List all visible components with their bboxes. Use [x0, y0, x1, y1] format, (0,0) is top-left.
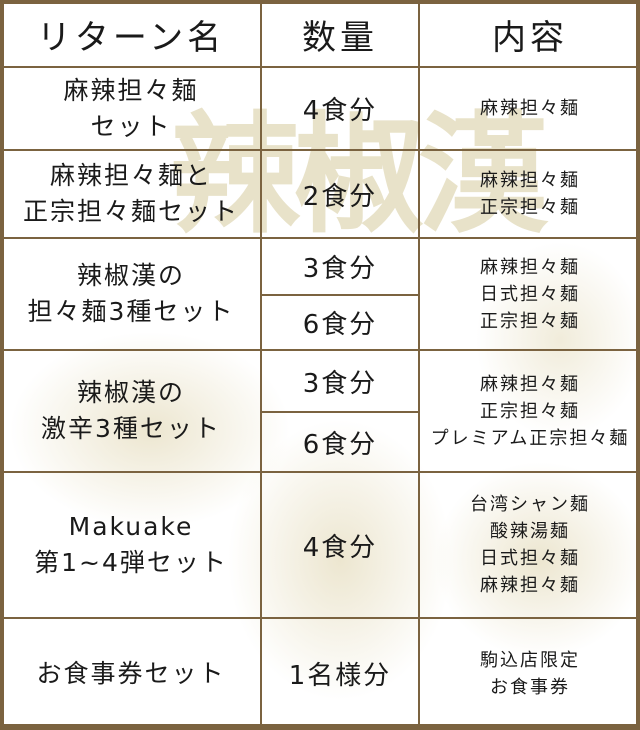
quantity-cell: 2食分 — [260, 149, 420, 239]
quantity-cell-line: 3食分 — [302, 368, 378, 399]
contents-cell-line: 駒込店限定 — [480, 649, 580, 671]
return-name-cell: お食事券セット — [0, 617, 262, 730]
return-name-cell: 麻辣担々麺と 正宗担々麺セット — [0, 149, 262, 239]
return-name-cell: 辣椒漢の激辛3種セット — [0, 349, 262, 473]
return-name-cell-line: 麻辣担々麺 — [63, 75, 199, 105]
return-name-cell-line: 担々麺3種セット — [27, 297, 235, 326]
quantity-cell-line: 6食分 — [302, 429, 378, 460]
header-cell: 数量 — [260, 0, 420, 68]
contents-cell-line: 台湾シャン麺 — [470, 494, 590, 515]
contents-cell-line: 正宗担々麺 — [480, 310, 580, 332]
quantity-cell: 3食分 — [260, 349, 420, 413]
contents-cell-line: 日式担々麺 — [480, 283, 580, 305]
return-name-cell-line: 正宗担々麺セット — [22, 197, 239, 226]
header-cell: リターン名 — [0, 0, 262, 68]
watermark-logo: 辣椒漢 — [170, 98, 548, 251]
quantity-cell: 3食分 — [260, 237, 420, 296]
quantity-cell: 4食分 — [260, 471, 420, 619]
quantity-cell-line: 2食分 — [302, 181, 378, 212]
quantity-cell-line: 1名様分 — [288, 661, 392, 691]
quantity-cell: 4食分 — [260, 66, 420, 151]
quantity-cell: 1名様分 — [260, 617, 420, 730]
contents-cell-line: 麻辣担々麺 — [480, 98, 580, 119]
contents-cell-line: 正宗担々麺 — [480, 400, 580, 422]
header-cell: 内容 — [418, 0, 640, 68]
contents-cell-line: 麻辣担々麺 — [480, 373, 580, 395]
contents-cell-line: 正宗担々麺 — [480, 197, 580, 218]
contents-cell: 麻辣担々麺日式担々麺正宗担々麺 — [418, 237, 640, 351]
return-name-cell-line: 辣椒漢の — [76, 261, 185, 290]
return-name-cell-line: 第1~4弾セット — [34, 548, 228, 577]
return-name-cell-line: 麻辣担々麺と — [49, 161, 212, 190]
quantity-cell-line: 4食分 — [302, 96, 378, 126]
contents-cell-line: 麻辣担々麺 — [480, 256, 580, 278]
contents-cell: 台湾シャン麺 酸辣湯麺日式担々麺麻辣担々麺 — [418, 471, 640, 619]
return-name-cell: Makuake 第1~4弾セット — [0, 471, 262, 619]
contents-cell-line: 酸辣湯麺 — [490, 521, 570, 542]
return-name-cell-line: 激辛3種セット — [41, 414, 221, 443]
contents-cell-line: 麻辣担々麺 — [480, 170, 580, 191]
contents-cell-line: お食事券 — [490, 676, 570, 698]
contents-cell: 麻辣担々麺正宗担々麺 — [418, 149, 640, 239]
contents-cell: 麻辣担々麺正宗担々麺プレミアム正宗担々麺 — [418, 349, 640, 473]
contents-cell-line: 麻辣担々麺 — [480, 575, 580, 596]
quantity-cell: 6食分 — [260, 411, 420, 473]
contents-cell-line: プレミアム正宗担々麺 — [430, 427, 630, 449]
contents-cell-line: 日式担々麺 — [480, 548, 580, 569]
contents-cell: 駒込店限定 お食事券 — [418, 617, 640, 730]
quantity-cell: 6食分 — [260, 294, 420, 351]
return-name-cell: 麻辣担々麺 セット — [0, 66, 262, 151]
return-name-cell-line: お食事券セット — [36, 658, 226, 688]
return-name-cell-line: 辣椒漢の — [76, 378, 185, 407]
return-name-cell-line: Makuake — [68, 512, 194, 541]
return-name-cell: 辣椒漢の担々麺3種セット — [0, 237, 262, 351]
quantity-cell-line: 6食分 — [302, 310, 378, 340]
contents-cell: 麻辣担々麺 — [418, 66, 640, 151]
return-name-cell-line: セット — [90, 111, 172, 141]
quantity-cell-line: 4食分 — [302, 532, 378, 563]
quantity-cell-line: 3食分 — [302, 254, 378, 284]
